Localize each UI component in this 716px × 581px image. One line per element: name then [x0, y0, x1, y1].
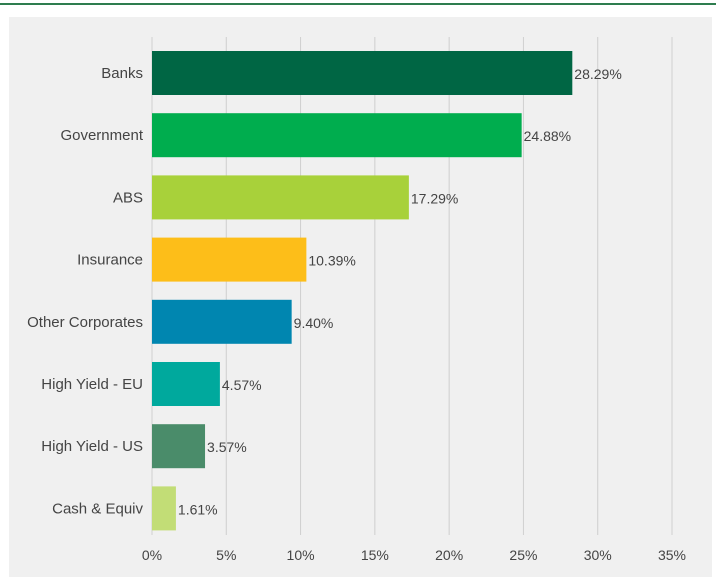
x-tick-label: 20% [435, 547, 463, 563]
bar-2 [152, 175, 409, 220]
grid-lines [151, 37, 673, 535]
x-tick-label: 15% [361, 547, 389, 563]
category-label: High Yield - US [41, 438, 143, 455]
value-label: 4.57% [222, 377, 262, 393]
chart-panel: Banks Government ABS Insurance Other Corpora… [9, 17, 712, 577]
bar-4 [152, 299, 292, 344]
top-divider [0, 3, 716, 5]
category-labels: Banks Government ABS Insurance Other Corpora… [27, 65, 144, 517]
x-tick-label: 0% [142, 547, 162, 563]
x-tick-label: 25% [509, 547, 537, 563]
category-label: Cash & Equiv [52, 500, 143, 517]
category-label: Insurance [77, 252, 143, 269]
bar-5 [152, 362, 220, 406]
x-tick-label: 5% [216, 547, 236, 563]
x-tick-label: 10% [287, 547, 315, 563]
bar-3 [152, 237, 307, 282]
bar-1 [152, 113, 522, 158]
x-axis-tick-labels: 0% 5% 10% 15% 20% 25% 30% 35% [142, 547, 686, 563]
value-label: 10.39% [308, 253, 355, 269]
value-label: 1.61% [178, 501, 218, 517]
bar-chart: Banks Government ABS Insurance Other Corpora… [27, 37, 686, 563]
x-tick-label: 35% [658, 547, 686, 563]
value-label: 28.29% [574, 66, 621, 82]
value-label: 9.40% [294, 315, 334, 331]
bar-0 [152, 51, 573, 95]
category-label: Government [60, 127, 143, 144]
bar-7 [152, 486, 176, 531]
value-labels: 28.29% 24.88% 17.29% 10.39% 9.40% 4.57% 3.57% 1… [178, 66, 622, 517]
category-label: Banks [101, 65, 143, 82]
value-label: 3.57% [207, 439, 247, 455]
category-label: ABS [113, 189, 143, 206]
category-label: High Yield - EU [41, 376, 143, 393]
x-tick-label: 30% [584, 547, 612, 563]
bars [152, 51, 573, 531]
value-label: 24.88% [524, 128, 571, 144]
category-label: Other Corporates [27, 314, 143, 331]
bar-6 [152, 424, 206, 469]
value-label: 17.29% [411, 190, 458, 206]
